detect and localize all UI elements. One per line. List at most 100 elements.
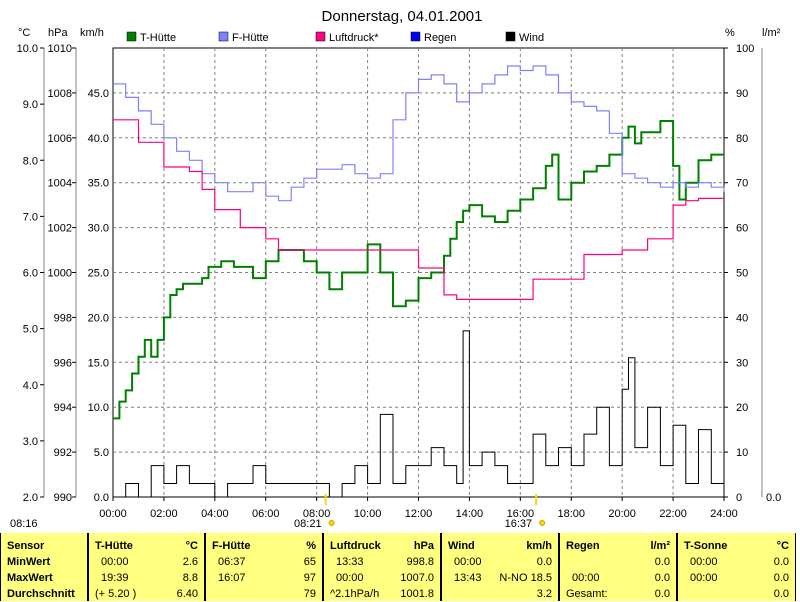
- wind-avg-value: 3.2: [536, 588, 552, 600]
- row-label-avg: Durchschnitt: [7, 588, 75, 600]
- wind-max-time: 13:43: [454, 572, 482, 584]
- legend-label: Regen: [424, 32, 456, 44]
- luftdruck-min-time: 13:33: [336, 556, 364, 568]
- kmh-tick-label: 45.0: [88, 88, 109, 100]
- percent-tick-label: 70: [736, 178, 748, 190]
- marker-dot: [328, 520, 335, 526]
- x-tick-label: 02:00: [150, 508, 178, 520]
- t-huette-avg-value: 6.40: [176, 588, 198, 600]
- kmh-tick-label: 25.0: [88, 268, 109, 280]
- row-label-max: MaxWert: [7, 572, 53, 584]
- legend-label: Luftdruck*: [329, 32, 379, 44]
- rain-tick-label: 0.0: [766, 492, 781, 504]
- legend-swatch: [315, 31, 326, 42]
- t-huette-avg-note: (+ 5.20 ): [95, 588, 137, 600]
- legend-swatch: [218, 31, 229, 42]
- percent-tick-label: 10: [736, 447, 748, 459]
- t-huette-max-value: 8.8: [182, 572, 198, 584]
- t-sonne-max-time: 00:00: [690, 572, 718, 584]
- sensor-column: Sensor MinWert MaxWert Durchschnitt: [0, 533, 88, 601]
- celsius-tick-label: 9.0: [23, 99, 38, 111]
- hpa-unit-label: hPa: [48, 27, 68, 39]
- kmh-tick-label: 35.0: [88, 178, 109, 190]
- x-tick-label: 20:00: [608, 508, 636, 520]
- wind-column: Wind km/h 00:00 0.0 13:43 N-NO 18.5 3.2: [441, 533, 559, 601]
- percent-tick-label: 40: [736, 312, 748, 324]
- kmh-tick-label: 15.0: [88, 357, 109, 369]
- percent-tick-label: 20: [736, 402, 748, 414]
- regen-avg-value: 0.0: [654, 588, 670, 600]
- chart-title: Donnerstag, 04.01.2001: [322, 8, 483, 25]
- celsius-tick-label: 10.0: [17, 43, 38, 55]
- celsius-tick-label: 8.0: [23, 155, 38, 167]
- t-sonne-unit: °C: [776, 540, 789, 552]
- t-sonne-column: T-Sonne °C 00:00 0.0 00:00 0.0 0.0: [677, 533, 796, 601]
- t-huette-min-value: 2.6: [182, 556, 198, 568]
- marker-label: 16:37: [505, 518, 533, 530]
- f-huette-max-value: 97: [303, 572, 316, 584]
- celsius-tick-label: 4.0: [23, 380, 38, 392]
- marker-dot: [539, 520, 546, 526]
- t-huette-min-time: 00:00: [101, 556, 129, 568]
- regen-column: Regen l/m² 0.0 00:00 0.0 Gesamt: 0.0: [559, 533, 677, 601]
- kmh-tick-label: 10.0: [88, 402, 109, 414]
- hpa-tick-label: 992: [54, 447, 72, 459]
- luftdruck-column: Luftdruck hPa 13:33 998.8 00:00 1007.0 ^…: [323, 533, 441, 601]
- kmh-unit-label: km/h: [80, 27, 104, 39]
- series-line: [113, 330, 725, 498]
- celsius-tick-label: 3.0: [23, 436, 38, 448]
- start-time-label: 08:16: [10, 518, 38, 530]
- percent-tick-label: 0: [736, 492, 742, 504]
- legend-swatch: [126, 31, 137, 42]
- plot-area: 08:21 16:37: [113, 65, 725, 530]
- wind-min-time: 00:00: [454, 556, 482, 568]
- series-line: [113, 65, 725, 202]
- sensor-header: Sensor: [7, 540, 45, 552]
- legend-label: Wind: [519, 32, 544, 44]
- x-tick-label: 06:00: [252, 508, 280, 520]
- percent-tick-label: 90: [736, 88, 748, 100]
- f-huette-header: F-Hütte: [212, 540, 251, 552]
- t-sonne-max-value: 0.0: [773, 572, 789, 584]
- t-sonne-min-value: 0.0: [773, 556, 789, 568]
- grid: [112, 47, 725, 498]
- celsius-unit-label: °C: [18, 27, 30, 39]
- legend-label: T-Hütte: [140, 32, 176, 44]
- celsius-tick-label: 5.0: [23, 324, 38, 336]
- x-tick-label: 16:00: [507, 508, 535, 520]
- statistics-table: Sensor MinWert MaxWert Durchschnitt T-Hü…: [0, 533, 800, 601]
- wind-unit: km/h: [526, 540, 552, 552]
- regen-min-value: 0.0: [654, 556, 670, 568]
- x-tick-label: 08:00: [303, 508, 331, 520]
- x-tick-label: 10:00: [354, 508, 382, 520]
- t-huette-unit: °C: [185, 540, 198, 552]
- hpa-tick-label: 998: [54, 312, 72, 324]
- luftdruck-unit: hPa: [413, 540, 434, 552]
- x-tick-label: 00:00: [99, 508, 127, 520]
- hpa-tick-label: 1000: [48, 268, 72, 280]
- legend-label: F-Hütte: [232, 32, 269, 44]
- hpa-tick-label: 994: [54, 402, 72, 414]
- celsius-tick-label: 2.0: [23, 492, 38, 504]
- f-huette-column: F-Hütte % 06:37 65 16:07 97 79: [205, 533, 323, 601]
- wind-max-value: N-NO 18.5: [499, 572, 552, 584]
- f-huette-min-time: 06:37: [218, 556, 246, 568]
- wind-min-value: 0.0: [536, 556, 552, 568]
- row-label-min: MinWert: [7, 556, 51, 568]
- celsius-tick-label: 6.0: [23, 268, 38, 280]
- percent-tick-label: 50: [736, 268, 748, 280]
- series-line: [113, 120, 724, 420]
- series-line: [113, 119, 724, 300]
- f-huette-avg-value: 79: [303, 588, 316, 600]
- hpa-tick-label: 1010: [48, 43, 72, 55]
- f-huette-unit: %: [306, 540, 316, 552]
- marker-label: 08:21: [294, 518, 322, 530]
- legend: T-Hütte F-Hütte Luftdruck* Regen Wind: [126, 31, 544, 44]
- f-huette-min-value: 65: [303, 556, 316, 568]
- x-tick-label: 18:00: [557, 508, 585, 520]
- kmh-tick-label: 0.0: [94, 492, 109, 504]
- regen-unit: l/m²: [650, 540, 670, 552]
- kmh-tick-label: 5.0: [94, 447, 109, 459]
- x-tick-label: 04:00: [201, 508, 229, 520]
- hpa-tick-label: 1006: [48, 133, 72, 145]
